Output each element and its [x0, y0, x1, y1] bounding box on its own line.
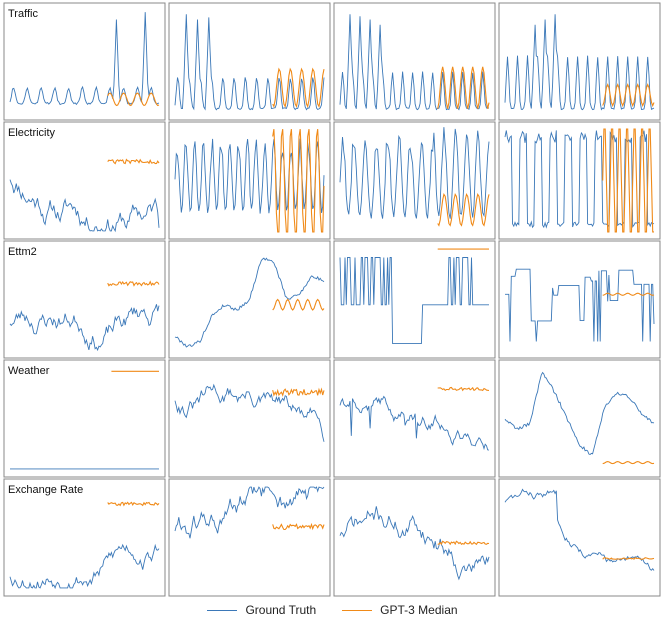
gpt3-median-line — [107, 280, 160, 287]
gpt3-median-line — [107, 158, 160, 165]
panel-title-ettm2: Ettm2 — [8, 246, 37, 258]
ground-truth-line — [339, 506, 490, 581]
panel-title-weather: Weather — [8, 365, 50, 377]
legend-item-ground-truth: Ground Truth — [207, 603, 316, 617]
gpt3-median-line — [107, 92, 160, 107]
ground-truth-line — [174, 383, 325, 442]
ground-truth-line — [174, 138, 325, 214]
panel-frame — [333, 478, 496, 597]
gpt3-median-line — [272, 129, 325, 233]
panel-traffic-2 — [168, 2, 331, 121]
panel-weather-1: Weather — [3, 359, 166, 478]
panel-electricity-4 — [498, 121, 661, 240]
panel-weather-2 — [168, 359, 331, 478]
panel-ettm2-1: Ettm2 — [3, 240, 166, 359]
gpt3-median-line — [602, 128, 654, 233]
legend-label-gpt3-median: GPT-3 Median — [380, 603, 458, 617]
ground-truth-line — [174, 257, 325, 348]
gpt3-median-line — [602, 556, 655, 560]
panel-title-exchange-rate: Exchange Rate — [8, 484, 83, 496]
panel-electricity-1: Electricity — [3, 121, 166, 240]
ground-truth-line — [505, 268, 655, 342]
ground-truth-line — [9, 304, 160, 352]
ground-truth-line — [174, 14, 325, 111]
gpt3-median-line — [107, 501, 160, 507]
ground-truth-line — [504, 130, 655, 229]
ground-truth-line — [9, 543, 160, 590]
panel-weather-3 — [333, 359, 496, 478]
ground-truth-line — [339, 14, 490, 111]
panel-exchange-rate-4 — [498, 478, 661, 597]
gpt3-median-line — [272, 522, 325, 531]
gpt3-median-line — [272, 298, 325, 311]
gpt3-median-line — [602, 292, 655, 296]
panel-frame — [3, 2, 166, 121]
legend: Ground Truth GPT-3 Median — [0, 600, 665, 620]
panel-frame — [333, 359, 496, 478]
forecast-grid-figure: Traffic Electricity Ettm2 Weather Exchange R… — [3, 2, 661, 597]
gpt3-median-line — [437, 193, 490, 227]
gpt3-median-line — [272, 387, 325, 397]
ground-truth-line — [339, 395, 490, 451]
panel-frame — [3, 478, 166, 597]
ground-truth-line — [9, 179, 160, 233]
legend-item-gpt3-median: GPT-3 Median — [342, 603, 458, 617]
gpt3-median-line — [272, 67, 325, 109]
panel-traffic-1: Traffic — [3, 2, 166, 121]
ground-truth-line — [174, 486, 325, 539]
gpt3-median-line — [602, 461, 655, 465]
panel-exchange-rate-3 — [333, 478, 496, 597]
panel-ettm2-4 — [498, 240, 661, 359]
panel-title-traffic: Traffic — [8, 8, 38, 20]
panel-exchange-rate-1: Exchange Rate — [3, 478, 166, 597]
panel-electricity-2 — [168, 121, 331, 240]
gpt3-median-line — [437, 386, 490, 392]
ground-truth-line — [339, 257, 489, 345]
panel-weather-4 — [498, 359, 661, 478]
panel-frame — [3, 121, 166, 240]
legend-label-ground-truth: Ground Truth — [245, 603, 317, 617]
gpt3-median-line — [602, 83, 655, 108]
panel-frame — [168, 359, 331, 478]
panel-ettm2-2 — [168, 240, 331, 359]
panel-frame — [498, 359, 661, 478]
panel-frame — [3, 359, 166, 478]
ground-truth-line — [339, 127, 490, 219]
gpt3-median-line — [437, 66, 490, 109]
panel-electricity-3 — [333, 121, 496, 240]
ground-truth-line — [504, 371, 655, 456]
panel-exchange-rate-2 — [168, 478, 331, 597]
panel-frame — [498, 2, 661, 121]
panel-frame — [498, 478, 661, 597]
panel-ettm2-3 — [333, 240, 496, 359]
ground-truth-line — [504, 14, 655, 111]
legend-swatch-gpt3-median — [342, 609, 373, 611]
legend-swatch-ground-truth — [207, 609, 238, 611]
panel-title-electricity: Electricity — [8, 127, 56, 139]
panel-traffic-3 — [333, 2, 496, 121]
gpt3-median-line — [437, 540, 490, 546]
panel-traffic-4 — [498, 2, 661, 121]
panel-frame — [333, 240, 496, 359]
panel-frame — [168, 478, 331, 597]
